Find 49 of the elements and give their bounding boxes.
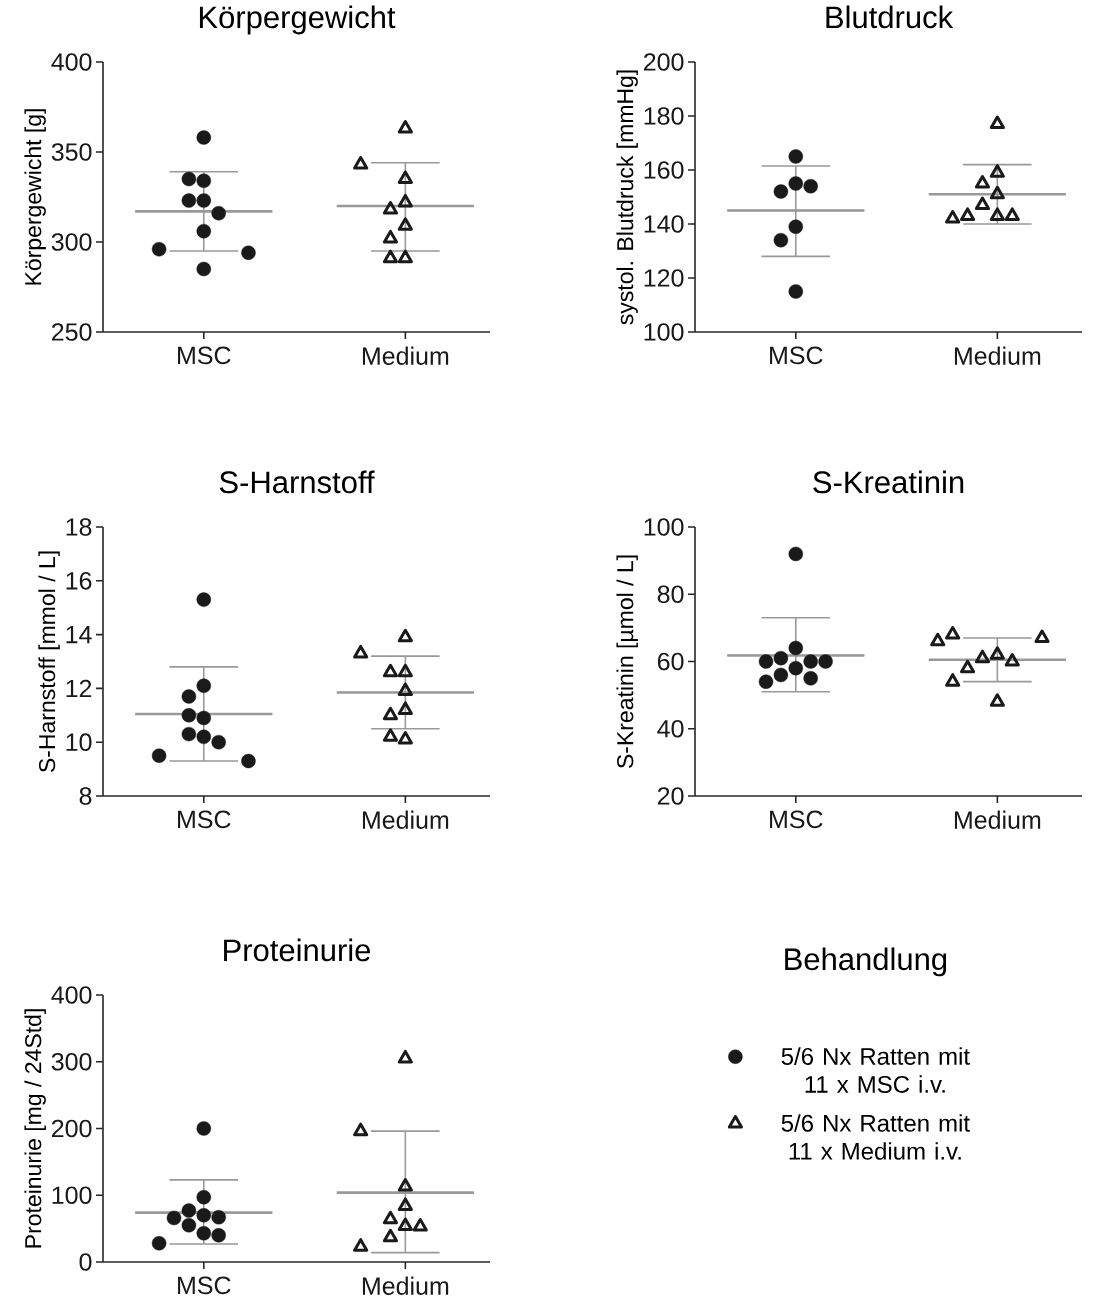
- x-tick-label: Medium: [954, 346, 1041, 365]
- x-tick-label: MSC: [178, 810, 231, 829]
- y-tick-label: 40: [657, 719, 684, 738]
- y-tick-label: 300: [51, 1052, 92, 1071]
- y-tick-label: 18: [66, 518, 92, 536]
- x-tick-label: Medium: [362, 346, 449, 365]
- legend-label: 5/6 Nx Ratten mit 11 x Medium i.v.: [781, 1114, 970, 1160]
- x-tick-label: Medium: [362, 1276, 449, 1295]
- y-tick-label: 80: [657, 585, 684, 604]
- y-tick-label: 10: [66, 733, 92, 752]
- chart-title: Körpergewicht: [199, 5, 396, 35]
- y-tick-label: 400: [51, 53, 92, 71]
- y-tick-label: 180: [644, 107, 684, 125]
- y-axis-title: S-Harnstoff [mmol / L]: [38, 551, 60, 773]
- y-axis-title: Körpergewicht [g]: [24, 109, 46, 285]
- y-tick-label: 250: [52, 323, 92, 341]
- y-tick-label: 8: [79, 787, 92, 805]
- y-tick-label: 14: [66, 625, 92, 644]
- x-tick-label: MSC: [770, 810, 823, 829]
- y-tick-label: 16: [66, 571, 92, 590]
- chart-title: Proteinurie: [224, 938, 371, 962]
- legend-title: Behandlung: [785, 947, 947, 977]
- chart-title: S-Harnstoff: [219, 470, 375, 494]
- y-tick-label: 0: [79, 1253, 92, 1271]
- y-axis-title: systol. Blutdruck [mmHg]: [616, 70, 638, 325]
- y-tick-label: 100: [644, 518, 684, 536]
- y-tick-label: 100: [644, 323, 684, 341]
- x-tick-label: MSC: [770, 346, 823, 365]
- y-tick-label: 200: [52, 1119, 92, 1138]
- y-tick-label: 60: [657, 652, 684, 671]
- chart-title: Blutdruck: [826, 5, 954, 29]
- y-tick-label: 20: [657, 787, 684, 805]
- y-tick-label: 400: [51, 986, 92, 1004]
- x-tick-label: Medium: [954, 810, 1041, 829]
- y-tick-label: 100: [52, 1186, 92, 1205]
- y-axis-title: S-Kreatinin [µmol / L]: [616, 555, 638, 769]
- chart-title: S-Kreatinin: [813, 470, 964, 494]
- y-tick-label: 120: [644, 269, 684, 287]
- x-tick-label: MSC: [178, 1276, 231, 1295]
- y-tick-label: 12: [66, 679, 92, 698]
- y-tick-label: 200: [644, 53, 684, 71]
- legend-label: 5/6 Nx Ratten mit 11 x MSC i.v.: [781, 1047, 970, 1093]
- x-tick-label: MSC: [178, 346, 231, 365]
- y-axis-title: Proteinurie [mg / 24Std]: [24, 1009, 46, 1248]
- y-tick-label: 160: [644, 161, 684, 179]
- x-tick-label: Medium: [362, 810, 449, 829]
- y-tick-label: 350: [51, 143, 92, 161]
- y-tick-label: 300: [51, 233, 92, 251]
- y-tick-label: 140: [644, 215, 684, 233]
